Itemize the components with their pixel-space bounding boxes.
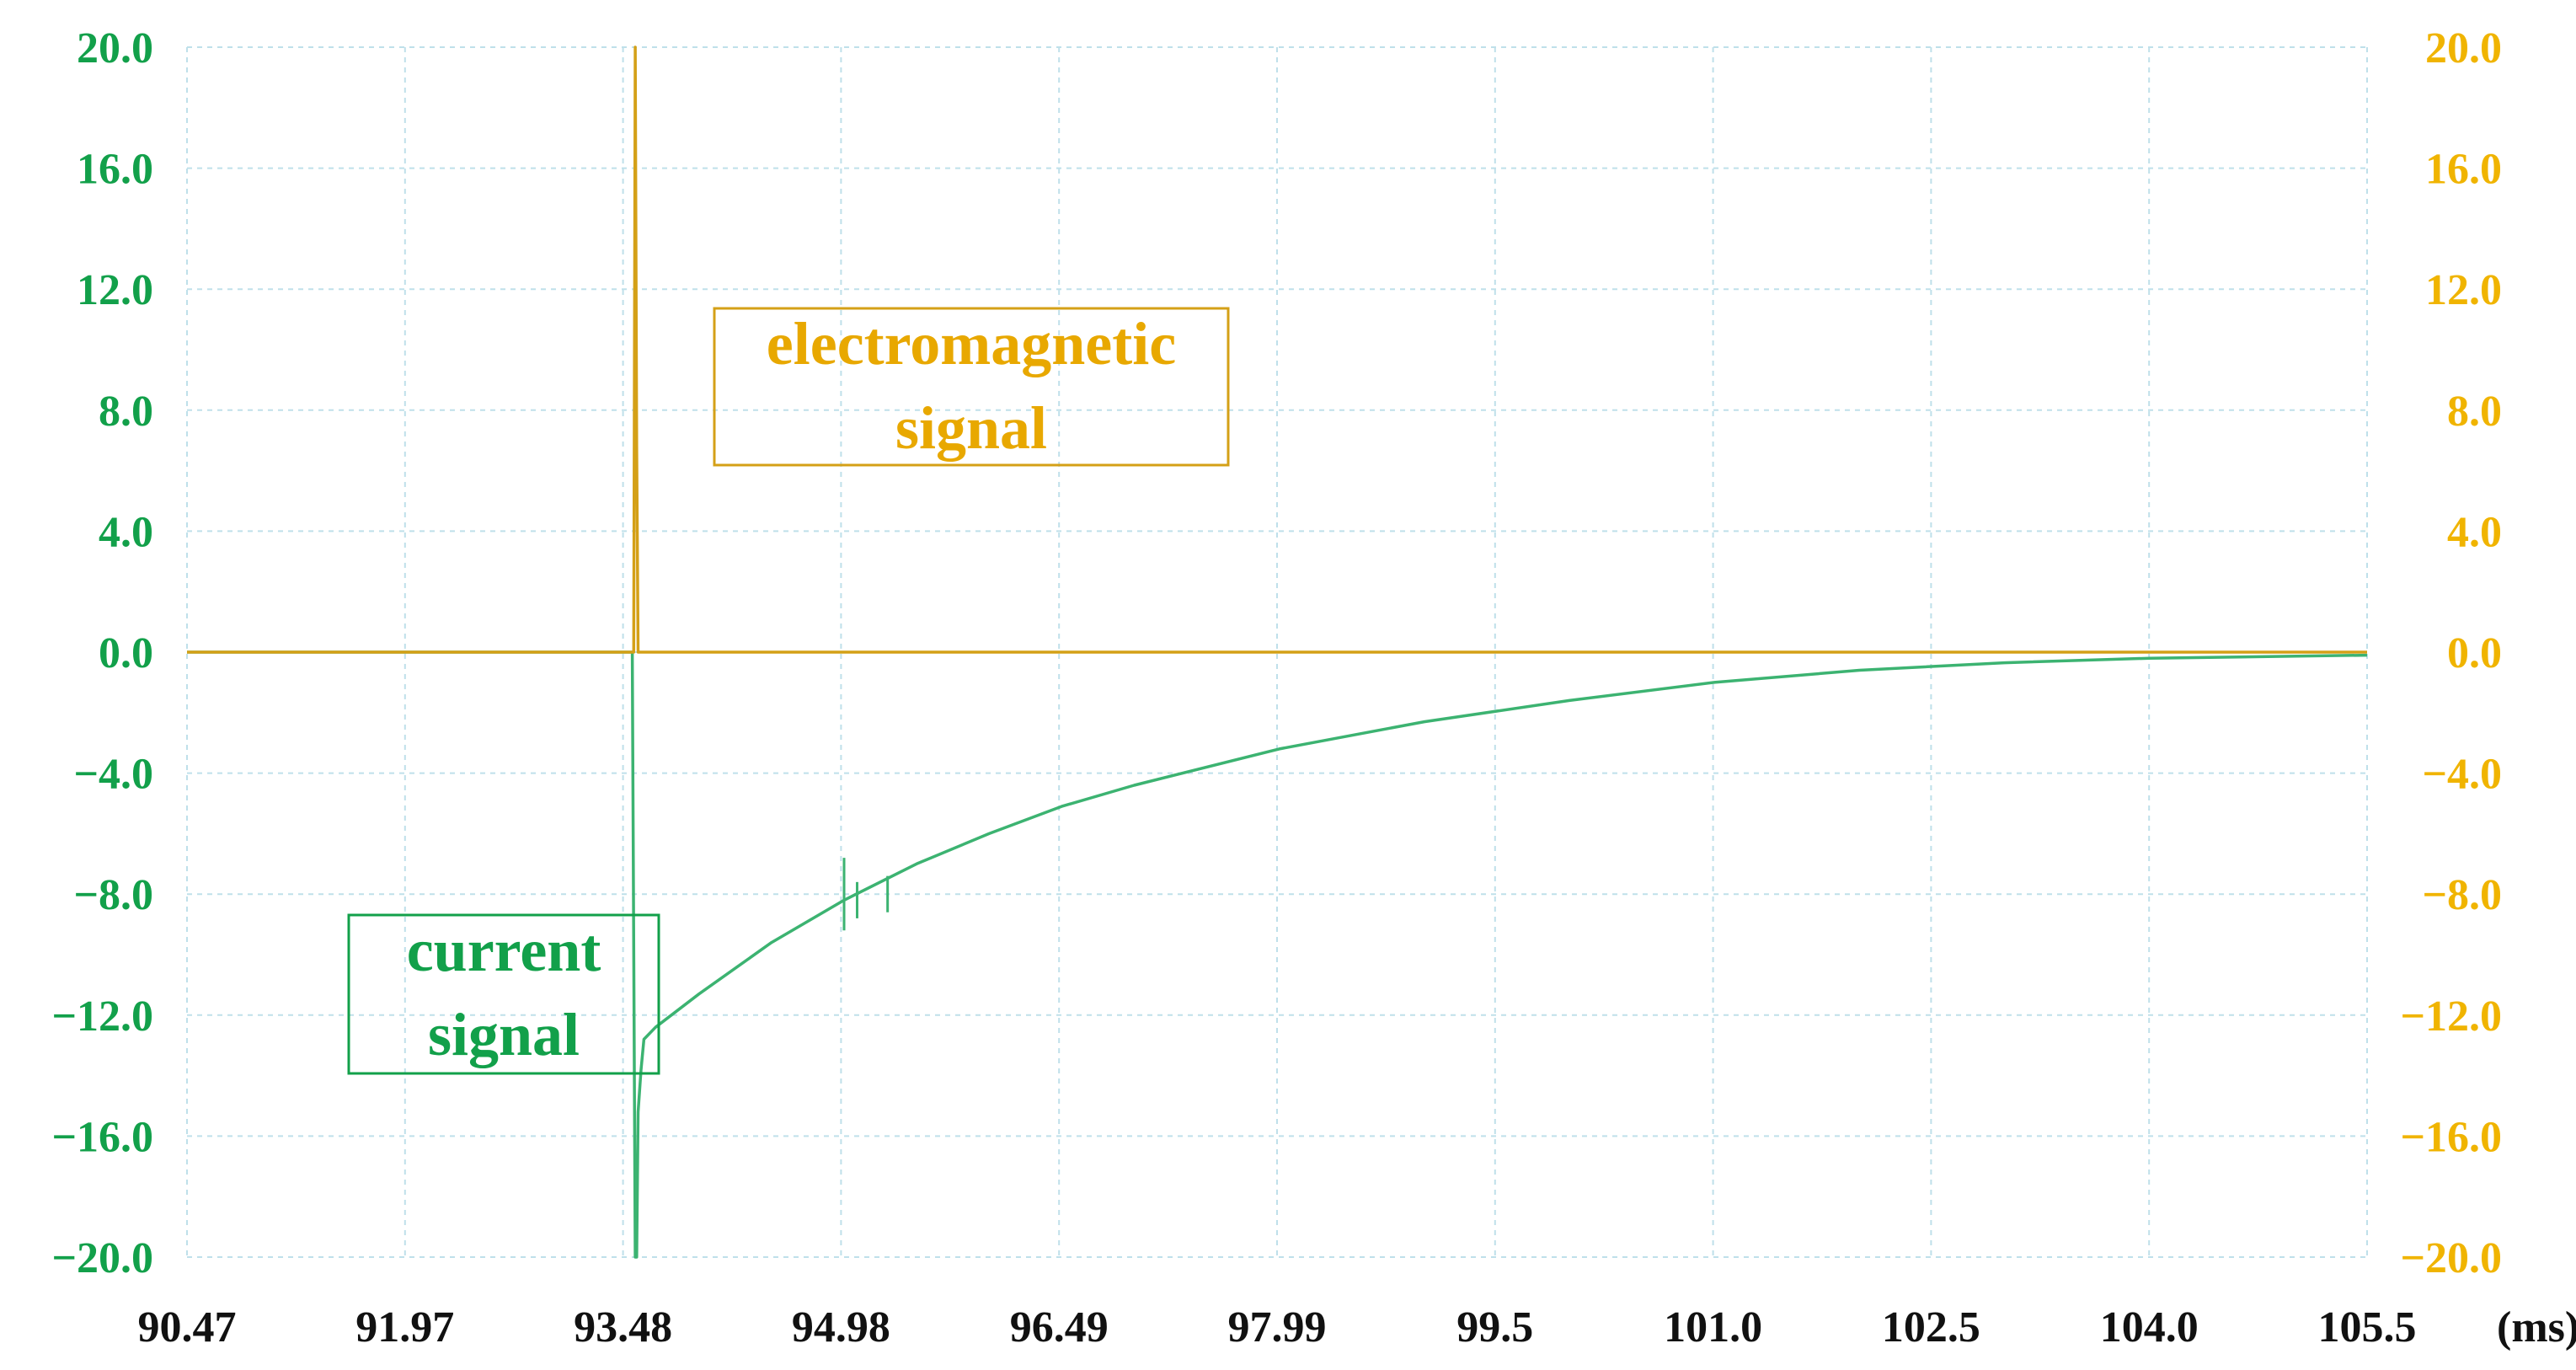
annotation-box-current (347, 913, 660, 1075)
x-tick-label: 94.98 (792, 1303, 890, 1351)
right-y-tick-label: −12.0 (2400, 993, 2502, 1041)
series-line-1 (187, 650, 2368, 1259)
left-y-tick-label: 12.0 (77, 266, 153, 314)
left-y-tick-label: −20.0 (51, 1234, 153, 1282)
annotation-current-line-1: current (407, 917, 601, 984)
left-y-tick-label: −8.0 (73, 871, 153, 919)
right-y-tick-label: 0.0 (2447, 629, 2502, 677)
right-y-tick-label: 20.0 (2425, 24, 2502, 72)
right-y-tick-label: −4.0 (2422, 751, 2502, 799)
left-y-tick-label: 16.0 (77, 146, 153, 194)
right-y-axis: 20.0 16.0 12.0 8.0 4.0 0.0 −4.0 −8.0 −12.0 −16.0 −… (2400, 24, 2502, 1282)
right-y-tick-label: 12.0 (2425, 266, 2502, 314)
right-y-tick-label: −20.0 (2400, 1234, 2502, 1282)
x-axis: 90.47 91.97 93.48 94.98 96.49 97.99 99.5 101.0 1… (138, 1303, 2417, 1351)
x-tick-label: 96.49 (1010, 1303, 1109, 1351)
annotation-electromagnetic-line-2: signal (895, 394, 1047, 462)
right-y-tick-label: 4.0 (2447, 508, 2502, 556)
annotation-electromagnetic: electromagnetic signal (713, 307, 1230, 467)
x-tick-label: 102.5 (1882, 1303, 1980, 1351)
right-y-tick-label: 16.0 (2425, 146, 2502, 194)
annotation-electromagnetic-line-1: electromagnetic (767, 310, 1176, 377)
x-tick-label: 97.99 (1228, 1303, 1327, 1351)
left-y-tick-label: −12.0 (51, 993, 153, 1041)
x-tick-label: 99.5 (1456, 1303, 1533, 1351)
right-y-tick-label: 8.0 (2447, 388, 2502, 436)
x-tick-label: 93.48 (574, 1303, 672, 1351)
x-tick-label: 90.47 (138, 1303, 237, 1351)
x-unit-label: (ms) (2497, 1303, 2576, 1351)
x-unit-text: (ms) (2497, 1303, 2576, 1351)
annotation-current: current signal (347, 913, 660, 1075)
x-tick-label: 104.0 (2100, 1303, 2199, 1351)
left-y-tick-label: 4.0 (99, 508, 153, 556)
right-y-tick-label: −8.0 (2422, 871, 2502, 919)
annotation-current-line-2: signal (428, 1001, 580, 1068)
left-y-axis: 20.0 16.0 12.0 8.0 4.0 0.0 −4.0 −8.0 −12.0 −16.0 −… (51, 24, 153, 1282)
left-y-tick-label: −4.0 (73, 751, 153, 799)
series-line-0 (187, 45, 2367, 654)
x-tick-label: 101.0 (1664, 1303, 1762, 1351)
x-tick-label: 91.97 (355, 1303, 454, 1351)
left-y-tick-label: 8.0 (99, 388, 153, 436)
left-y-tick-label: 20.0 (77, 24, 153, 72)
right-y-tick-label: −16.0 (2400, 1113, 2502, 1161)
left-y-tick-label: −16.0 (51, 1113, 153, 1161)
left-y-tick-label: 0.0 (99, 629, 153, 677)
annotation-box-electromagnetic (713, 307, 1230, 467)
x-tick-label: 105.5 (2318, 1303, 2417, 1351)
series-layer (187, 45, 2368, 1259)
